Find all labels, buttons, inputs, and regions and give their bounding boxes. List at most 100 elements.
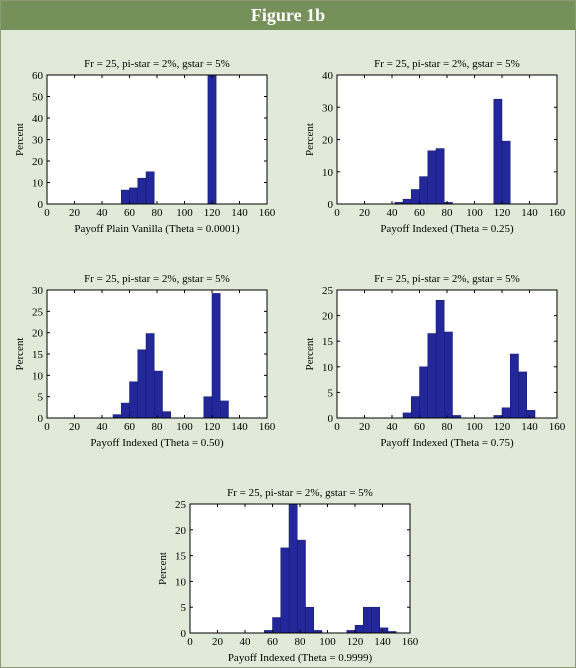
x-tick-label: 120 xyxy=(347,636,364,648)
y-tick-label: 20 xyxy=(32,156,44,168)
x-tick-label: 0 xyxy=(187,636,193,648)
x-tick-label: 40 xyxy=(387,207,399,219)
histogram-bar xyxy=(371,606,380,634)
histogram-bar xyxy=(427,150,437,205)
histogram-bar xyxy=(411,189,420,205)
histogram-bar xyxy=(272,617,281,634)
x-tick-label: 140 xyxy=(374,636,391,648)
y-tick-label: 0 xyxy=(328,199,334,211)
x-tick-label: 40 xyxy=(387,421,399,433)
x-tick-label: 100 xyxy=(466,421,483,433)
y-tick-label: 20 xyxy=(175,525,187,537)
plot-area xyxy=(46,74,268,205)
histogram-bar xyxy=(305,606,314,634)
x-tick-label: 40 xyxy=(97,207,109,219)
y-tick-label: 10 xyxy=(322,362,334,374)
histogram-bar xyxy=(402,412,412,419)
y-axis-label: Percent xyxy=(14,338,26,371)
x-tick-label: 80 xyxy=(442,207,454,219)
x-axis-label: Payoff Indexed (Theta = 0.9999) xyxy=(228,652,373,664)
histogram-bar xyxy=(280,547,290,634)
histogram-bar xyxy=(137,177,147,205)
y-tick-label: 20 xyxy=(322,311,334,323)
histogram-bar xyxy=(526,410,536,419)
x-tick-label: 40 xyxy=(240,636,252,648)
x-tick-label: 60 xyxy=(414,207,426,219)
y-tick-label: 40 xyxy=(32,113,44,125)
x-tick-label: 100 xyxy=(466,207,483,219)
histogram-bar xyxy=(379,627,389,634)
x-tick-label: 160 xyxy=(259,421,276,433)
x-tick-label: 140 xyxy=(231,207,248,219)
chart-panel-4: 0 20 40 60 80 100 120 140 160 0 5 10 15 20 25 Fr = 25, … xyxy=(304,273,566,449)
y-tick-label: 25 xyxy=(322,285,334,297)
y-tick-label: 30 xyxy=(322,102,334,114)
x-tick-label: 100 xyxy=(176,421,193,433)
histogram-bar xyxy=(510,353,519,419)
histogram-bar xyxy=(129,187,138,205)
x-tick-label: 120 xyxy=(204,421,221,433)
x-tick-label: 100 xyxy=(319,636,336,648)
x-tick-label: 80 xyxy=(152,207,164,219)
y-tick-label: 5 xyxy=(181,602,187,614)
chart-title: Fr = 25, pi-star = 2%, gstar = 5% xyxy=(84,273,230,285)
x-tick-label: 140 xyxy=(521,421,538,433)
x-axis-label: Payoff Indexed (Theta = 0.25) xyxy=(380,223,514,235)
x-tick-label: 120 xyxy=(494,207,511,219)
histogram-bar xyxy=(427,333,437,419)
y-tick-label: 5 xyxy=(328,387,334,399)
y-tick-label: 0 xyxy=(181,628,187,640)
x-axis-label: Payoff Plain Vanilla (Theta = 0.0001) xyxy=(74,223,240,235)
x-axis-label: Payoff Indexed (Theta = 0.50) xyxy=(90,437,224,449)
y-axis-label: Percent xyxy=(14,123,26,156)
y-tick-label: 60 xyxy=(32,70,44,82)
x-tick-label: 160 xyxy=(259,207,276,219)
histogram-bar xyxy=(493,98,503,205)
x-tick-label: 80 xyxy=(295,636,307,648)
x-axis-label: Payoff Indexed (Theta = 0.75) xyxy=(380,437,514,449)
x-tick-label: 140 xyxy=(231,421,248,433)
histogram-bar xyxy=(154,370,163,419)
histogram-bar xyxy=(444,331,453,419)
histogram-bar xyxy=(288,503,298,634)
x-tick-label: 160 xyxy=(549,421,566,433)
histogram-bar xyxy=(162,411,171,419)
x-tick-label: 60 xyxy=(124,421,136,433)
chart-title: Fr = 25, pi-star = 2%, gstar = 5% xyxy=(374,58,520,70)
y-tick-label: 25 xyxy=(32,306,44,318)
histogram-bar xyxy=(297,539,306,634)
chart-title: Fr = 25, pi-star = 2%, gstar = 5% xyxy=(374,273,520,285)
x-tick-label: 0 xyxy=(334,207,340,219)
chart-title: Fr = 25, pi-star = 2%, gstar = 5% xyxy=(84,58,230,70)
histogram-bar xyxy=(220,400,229,419)
y-tick-label: 10 xyxy=(175,576,187,588)
y-tick-label: 40 xyxy=(322,70,334,82)
figure-title: Figure 1b xyxy=(1,1,575,30)
y-axis-label: Percent xyxy=(304,123,316,156)
x-tick-label: 60 xyxy=(414,421,426,433)
y-tick-label: 15 xyxy=(175,551,187,563)
x-tick-label: 60 xyxy=(124,207,136,219)
histogram-bar xyxy=(402,198,412,205)
histogram-bar xyxy=(501,140,511,205)
chart-panel-3: 0 20 40 60 80 100 120 140 160 0 5 10 15 20 25 30 Fr = 25… xyxy=(14,273,276,449)
y-tick-label: 25 xyxy=(175,499,187,511)
x-tick-label: 100 xyxy=(176,207,193,219)
x-tick-label: 160 xyxy=(402,636,419,648)
chart-title: Fr = 25, pi-star = 2%, gstar = 5% xyxy=(227,487,373,499)
plot-area xyxy=(336,74,558,205)
x-tick-label: 160 xyxy=(549,207,566,219)
y-tick-label: 50 xyxy=(32,92,44,104)
histogram-bar xyxy=(145,171,155,205)
x-tick-label: 0 xyxy=(44,207,50,219)
histogram-bar xyxy=(137,349,147,419)
x-tick-label: 120 xyxy=(494,421,511,433)
y-tick-label: 0 xyxy=(328,413,334,425)
x-tick-label: 0 xyxy=(334,421,340,433)
histogram-bar xyxy=(112,414,122,419)
histogram-bar xyxy=(435,299,445,419)
x-tick-label: 20 xyxy=(359,207,371,219)
x-tick-label: 120 xyxy=(204,207,221,219)
histogram-bar xyxy=(419,366,428,419)
x-tick-label: 140 xyxy=(521,207,538,219)
